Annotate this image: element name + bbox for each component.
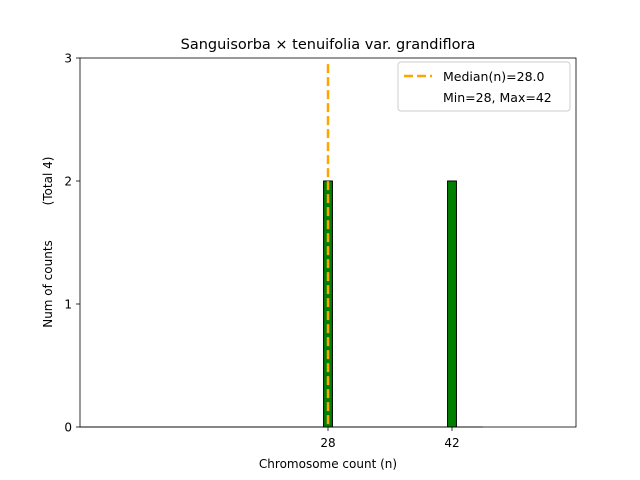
x-tick-label: 42 <box>444 436 459 450</box>
y-tick-label: 0 <box>64 421 72 435</box>
x-tick-label: 28 <box>320 436 335 450</box>
chart-title: Sanguisorba × tenuifolia var. grandiflor… <box>181 37 476 53</box>
legend-median-label: Median(n)=28.0 <box>443 69 544 84</box>
y-axis-ticks: 0 1 2 3 <box>64 52 80 435</box>
y-axis-total-label: (Total 4) <box>41 157 55 206</box>
x-axis-ticks: 28 42 <box>320 427 460 450</box>
legend-range-label: Min=28, Max=42 <box>443 90 552 105</box>
bar-42 <box>447 180 457 428</box>
legend-frame <box>397 61 571 112</box>
y-tick-label: 3 <box>64 52 72 66</box>
y-tick-label: 2 <box>64 175 72 189</box>
legend: Median(n)=28.0 Min=28, Max=42 <box>397 61 571 112</box>
x-axis-label: Chromosome count (n) <box>259 457 397 471</box>
y-axis-label: Num of counts <box>41 240 55 328</box>
y-tick-label: 1 <box>64 298 72 312</box>
